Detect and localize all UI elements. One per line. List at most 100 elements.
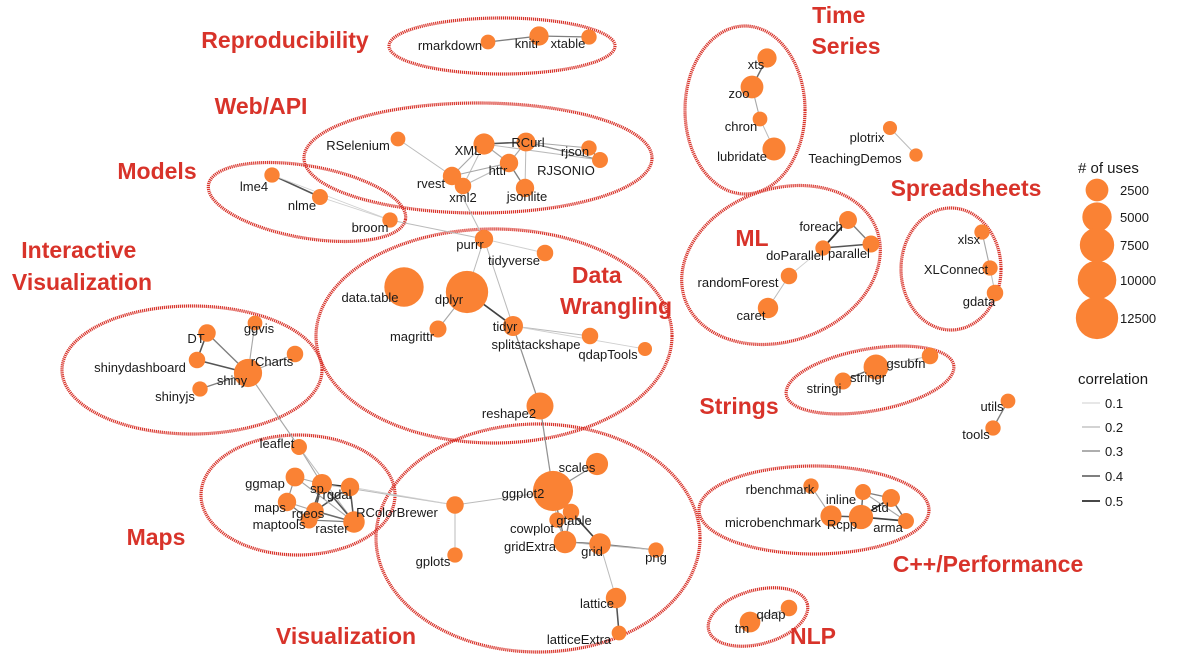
- edge-lme4-nlme: [271, 174, 321, 198]
- label-ggmap: ggmap: [245, 476, 285, 491]
- edge-XML-RJSONIO: [483, 143, 601, 161]
- label-lme4: lme4: [240, 179, 268, 194]
- label-plotrix: plotrix: [850, 130, 885, 145]
- label-tidyverse: tidyverse: [488, 253, 540, 268]
- label-data-table: data.table: [341, 290, 398, 305]
- correlation-legend-label-0.3: 0.3: [1105, 444, 1123, 459]
- label-xtable: xtable: [551, 36, 586, 51]
- ellipse-cpp-performance: [697, 464, 931, 556]
- label-sp: sp: [310, 481, 324, 496]
- correlation-legend-label-0.2: 0.2: [1105, 420, 1123, 435]
- package-labels-layer: rmarkdown knitr xtable RSelenium XML RCurl rjs…: [94, 36, 1004, 647]
- node-rvest: [442, 166, 462, 186]
- cluster-label-web-api: Web/API: [215, 93, 308, 119]
- correlation-legend-label-0.5: 0.5: [1105, 494, 1123, 509]
- label-ggvis: ggvis: [244, 321, 275, 336]
- node-sp: [311, 473, 333, 495]
- node-qdapTools: [637, 341, 653, 357]
- label-xlsx: xlsx: [958, 232, 981, 247]
- node-gdata: [986, 284, 1004, 302]
- node-lattice: [605, 587, 627, 609]
- node-tidyverse: [536, 244, 554, 262]
- edge-broom-purrr: [389, 219, 485, 240]
- label-httr: httr: [489, 163, 508, 178]
- node-chron: [752, 111, 768, 127]
- node-RJSONIO: [592, 152, 608, 168]
- size-legend-label-10000: 10000: [1120, 273, 1156, 288]
- size-legend-circle-2500: [1085, 178, 1109, 202]
- size-legend-circle-5000: [1082, 202, 1112, 232]
- size-legend-label-12500: 12500: [1120, 311, 1156, 326]
- node-rmarkdown: [480, 34, 496, 50]
- label-broom: broom: [352, 220, 389, 235]
- label-DT: DT: [187, 331, 204, 346]
- node-tidyr: [502, 315, 524, 337]
- node-DT: [198, 324, 216, 342]
- cluster-label-reproducibility: Reproducibility: [201, 27, 369, 53]
- size-legend-label-5000: 5000: [1120, 210, 1149, 225]
- cluster-label-cpp-performance: C++/Performance: [893, 551, 1083, 577]
- label-gsubfn: gsubfn: [886, 356, 925, 371]
- node-gsubfn: [921, 347, 939, 365]
- node-std: [882, 489, 900, 507]
- label-doParallel: doParallel: [766, 248, 824, 263]
- label-raster: raster: [315, 521, 349, 536]
- label-arma: arma: [873, 520, 903, 535]
- label-lattice: lattice: [580, 596, 614, 611]
- node-plotrix: [882, 120, 898, 136]
- node-qdap: [780, 599, 798, 617]
- edge-inline-arma: [862, 491, 907, 522]
- label-gplots: gplots: [416, 554, 451, 569]
- label-shiny: shiny: [217, 373, 248, 388]
- label-knitr: knitr: [515, 36, 540, 51]
- node-xts: [757, 48, 777, 68]
- ellipse-strings: [784, 344, 956, 416]
- size-legend-label-7500: 7500: [1120, 238, 1149, 253]
- ellipse-interactive-visualization: [60, 304, 324, 436]
- edge-rgdal-RColorBrewer: [349, 486, 456, 506]
- node-dplyr: [445, 270, 489, 314]
- node-gplots: [447, 547, 463, 563]
- label-splitstackshape: splitstackshape: [492, 337, 581, 352]
- ellipse-ml: [680, 183, 882, 347]
- node-raster: [343, 511, 365, 533]
- label-tm: tm: [735, 621, 749, 636]
- node-XML: [473, 133, 495, 155]
- label-RSelenium: RSelenium: [326, 138, 390, 153]
- label-cowplot: cowplot: [510, 521, 554, 536]
- node-ggmap: [285, 467, 305, 487]
- label-magrittr: magrittr: [390, 329, 435, 344]
- correlation-legend-label-0.4: 0.4: [1105, 469, 1123, 484]
- label-latticeExtra: latticeExtra: [547, 632, 612, 647]
- label-RJSONIO: RJSONIO: [537, 163, 595, 178]
- ellipse-visualization: [374, 422, 702, 654]
- cluster-label-nlp: NLP: [790, 623, 836, 649]
- edge-shiny-leaflet: [247, 372, 300, 448]
- node-inline: [855, 484, 871, 500]
- node-shinyjs: [192, 381, 208, 397]
- ellipse-spreadsheets: [899, 206, 1003, 332]
- label-rjson: rjson: [561, 144, 589, 159]
- node-splitstackshape: [581, 327, 599, 345]
- node-leaflet: [291, 439, 307, 455]
- edge-httr-rvest: [451, 162, 510, 177]
- node-scales: [585, 452, 609, 476]
- label-qdap: qdap: [757, 607, 786, 622]
- node-parallel: [862, 235, 880, 253]
- label-reshape2: reshape2: [482, 406, 536, 421]
- label-XLConnect: XLConnect: [924, 262, 989, 277]
- size-legend-title: # of uses: [1078, 160, 1139, 177]
- node-grid: [589, 533, 611, 555]
- node-gridExtra: [553, 530, 577, 554]
- node-tools: [985, 420, 1001, 436]
- ellipse-nlp: [706, 586, 810, 648]
- node-Rcpp: [848, 504, 874, 530]
- node-xml2: [454, 177, 472, 195]
- node-TeachingDemos: [909, 148, 923, 162]
- ellipse-data-wrangling: [314, 227, 674, 445]
- label-shinydashboard: shinydashboard: [94, 360, 186, 375]
- node-shiny: [233, 358, 263, 388]
- edge-RCurl-RJSONIO: [525, 141, 601, 161]
- legend: # of uses 2500 5000 7500 10000 12500 correla…: [1075, 160, 1156, 509]
